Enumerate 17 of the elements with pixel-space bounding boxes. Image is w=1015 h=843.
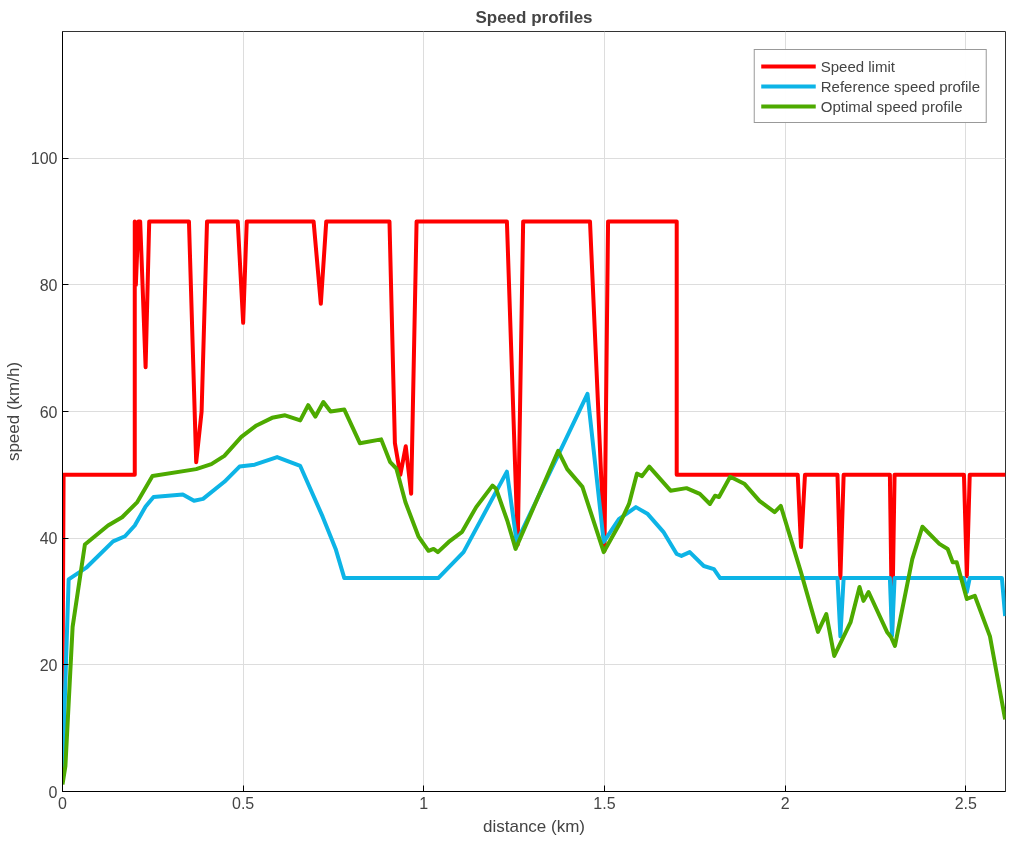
x-tick-label: 2.5	[954, 794, 977, 812]
x-tick-label: 1	[419, 794, 429, 812]
y-tick-label: 80	[39, 276, 58, 294]
x-tick-label: 1.5	[593, 794, 616, 812]
y-tick-label: 100	[30, 150, 58, 168]
x-tick-label: 0.5	[232, 794, 255, 812]
y-tick-label: 40	[39, 530, 58, 548]
y-tick-label: 60	[39, 403, 58, 421]
chart-title: Speed profiles	[475, 7, 593, 27]
y-axis-title: speed (km/h)	[3, 361, 23, 462]
legend-label: Optimal speed profile	[820, 97, 963, 115]
legend-label: Reference speed profile	[820, 77, 980, 95]
x-axis-title: distance (km)	[482, 816, 586, 836]
x-tick-label: 2	[780, 794, 790, 812]
y-tick-label: 0	[48, 783, 58, 801]
legend-label: Speed limit	[820, 57, 895, 75]
y-tick-label: 20	[39, 656, 58, 674]
